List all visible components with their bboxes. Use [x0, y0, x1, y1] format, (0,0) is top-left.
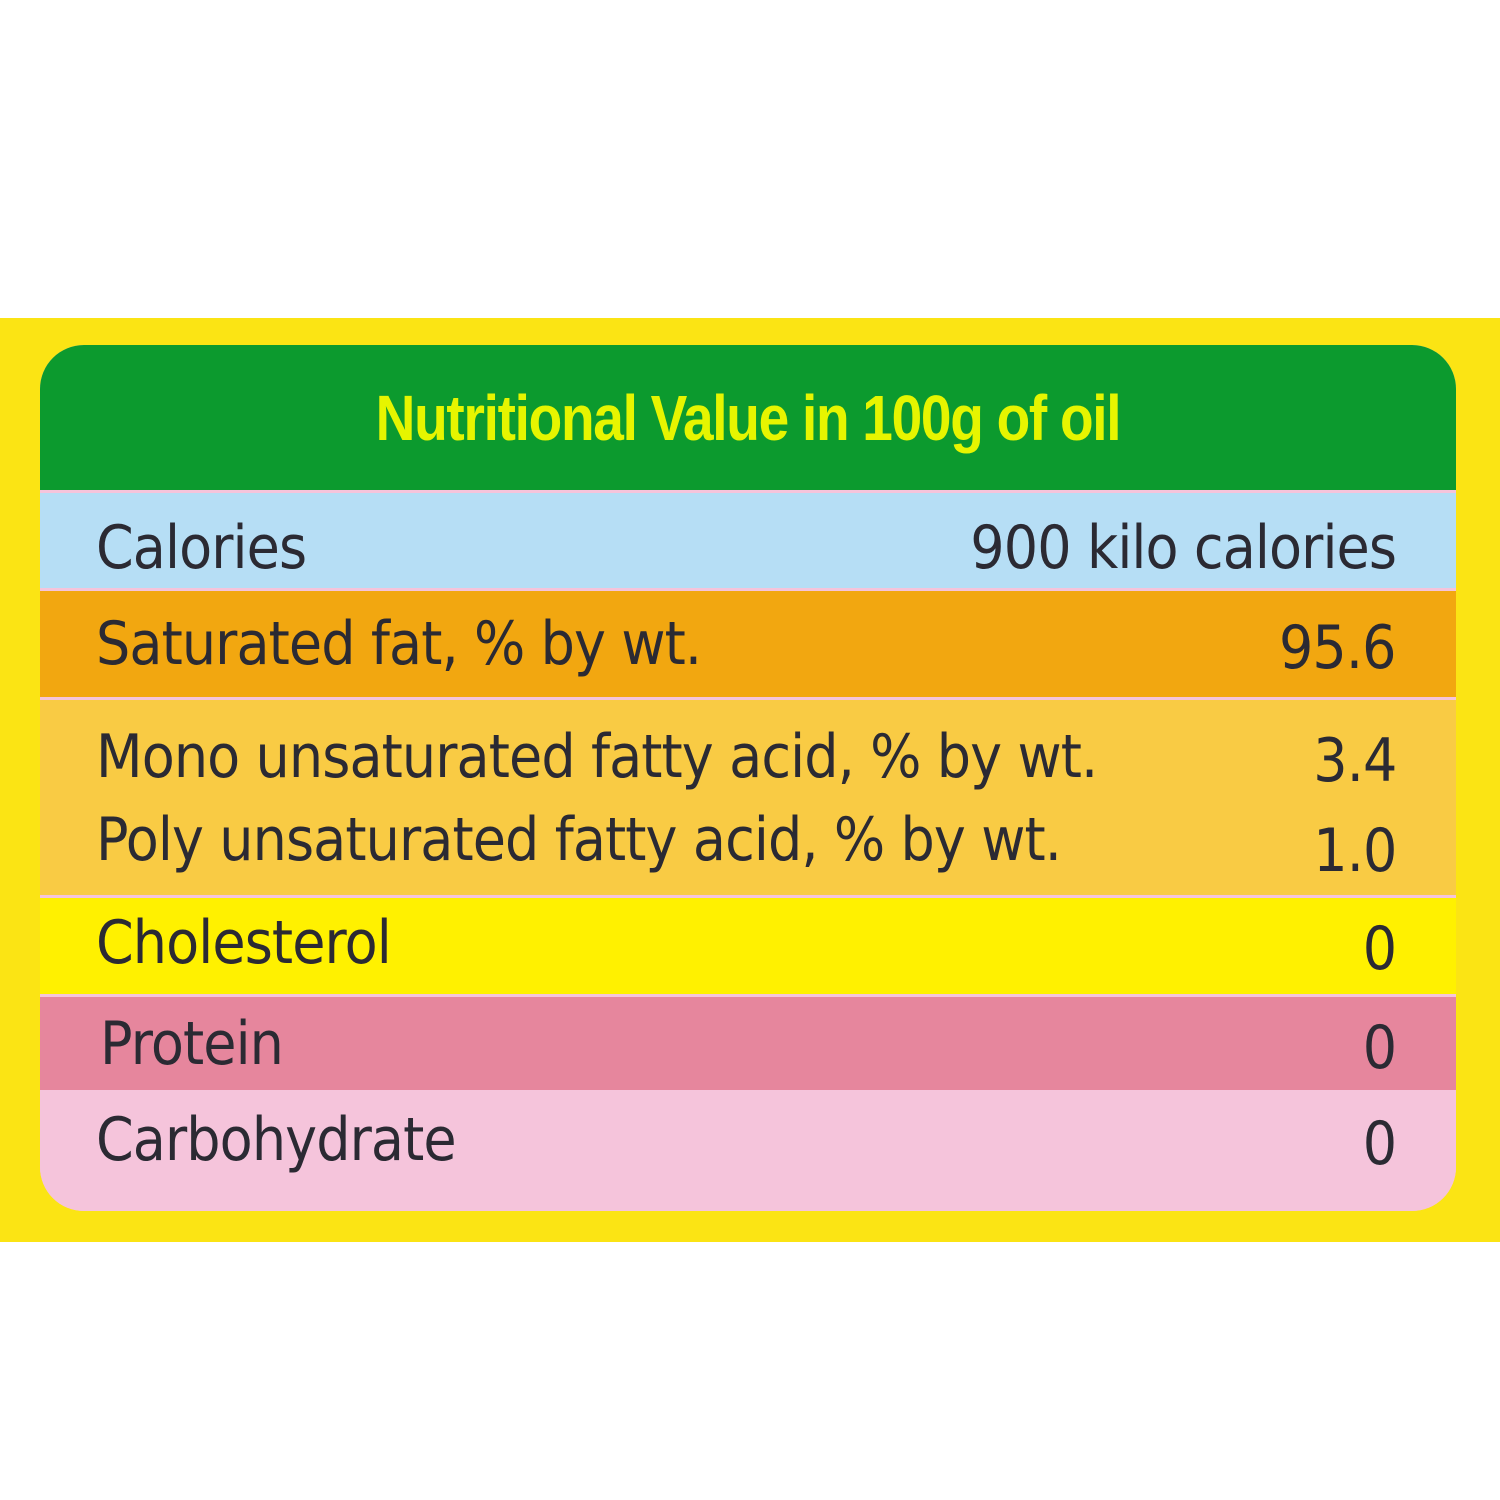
row-fatty-acids: Mono unsaturated fatty acid, % by wt. 3.…: [40, 700, 1456, 895]
poly-unsaturated-label: Poly unsaturated fatty acid, % by wt.: [96, 805, 1062, 875]
saturated-fat-label: Saturated fat, % by wt.: [96, 609, 702, 679]
protein-value: 0: [1362, 1013, 1397, 1083]
poly-unsaturated-value: 1.0: [1312, 816, 1397, 886]
row-cholesterol: Cholesterol 0: [40, 898, 1456, 994]
row-calories: Calories 900 kilo calories: [40, 493, 1456, 588]
row-carbohydrate: Carbohydrate 0: [40, 1093, 1456, 1211]
saturated-fat-value: 95.6: [1279, 613, 1397, 683]
cholesterol-value: 0: [1362, 914, 1397, 984]
calories-value: 900 kilo calories: [970, 513, 1397, 583]
nutrition-table: Nutritional Value in 100g of oil Calorie…: [40, 345, 1456, 1211]
cholesterol-label: Cholesterol: [96, 908, 392, 978]
mono-unsaturated-label: Mono unsaturated fatty acid, % by wt.: [96, 722, 1098, 792]
row-protein: Protein 0: [40, 997, 1456, 1090]
row-saturated-fat: Saturated fat, % by wt. 95.6: [40, 591, 1456, 697]
carbohydrate-value: 0: [1362, 1109, 1397, 1179]
calories-label: Calories: [96, 513, 307, 583]
table-title: Nutritional Value in 100g of oil: [375, 381, 1122, 454]
mono-unsaturated-value: 3.4: [1312, 726, 1397, 796]
table-header: Nutritional Value in 100g of oil: [40, 345, 1456, 490]
carbohydrate-label: Carbohydrate: [96, 1105, 457, 1175]
protein-label: Protein: [100, 1009, 284, 1079]
